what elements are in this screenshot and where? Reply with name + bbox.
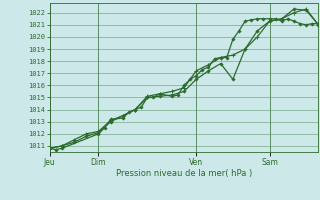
X-axis label: Pression niveau de la mer( hPa ): Pression niveau de la mer( hPa ) [116, 169, 252, 178]
